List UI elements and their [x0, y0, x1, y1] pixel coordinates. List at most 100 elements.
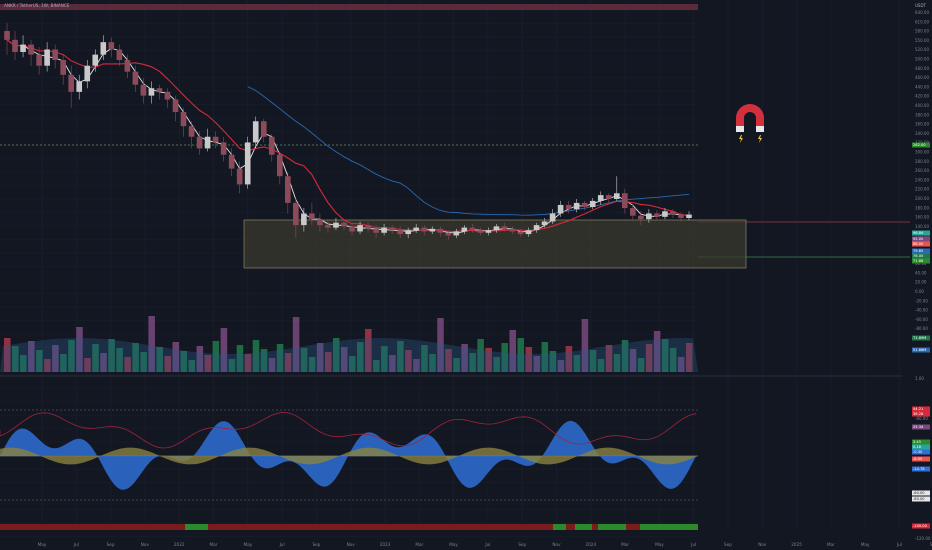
candle-body — [325, 225, 331, 228]
candle-body — [662, 211, 668, 217]
candle-body — [100, 42, 107, 55]
volume-bar — [509, 330, 516, 372]
price-axis-label: 640.00 — [915, 10, 929, 15]
candle-body — [140, 84, 147, 96]
candle-body — [413, 227, 420, 231]
price-tag-label: 71.66 — [913, 259, 924, 263]
price-axis-label: -20.00 — [915, 298, 928, 303]
osc-tag-label: -60.00 — [913, 491, 925, 495]
osc-axis-label: -120.00 — [915, 536, 931, 541]
volume-bar — [84, 358, 91, 372]
price-axis-label: 40.00 — [915, 270, 927, 275]
volume-bar — [525, 347, 533, 372]
candle-body — [670, 211, 676, 215]
volume-bar — [52, 345, 59, 372]
price-axis-label: -40.00 — [915, 308, 928, 313]
volume-bar — [172, 342, 180, 372]
candle-body — [509, 228, 516, 232]
price-tag — [912, 248, 930, 254]
price-axis-label: 480.00 — [915, 66, 929, 71]
volume-bar — [332, 338, 340, 372]
price-axis-label: 550.00 — [915, 38, 929, 43]
oscillator-panel — [0, 375, 902, 501]
time-axis-label: Jul — [279, 542, 285, 547]
time-axis-label: May — [861, 542, 870, 547]
candle-body — [252, 121, 259, 143]
candle-body — [44, 49, 50, 66]
candle-body — [517, 231, 524, 235]
price-axis-label: 140.00 — [915, 224, 929, 229]
candle-body — [309, 213, 315, 220]
chart-grid — [0, 0, 910, 537]
volume-bar — [220, 328, 228, 372]
price-axis-label: 160.00 — [915, 215, 929, 220]
volume-bar — [164, 356, 171, 372]
volume-bar — [156, 347, 163, 372]
price-axis-label: 180.00 — [915, 205, 929, 210]
price-tag — [912, 142, 930, 148]
volume-bar — [4, 338, 11, 372]
signal-strip — [0, 524, 698, 530]
candle-body — [638, 215, 644, 220]
volume-bar — [284, 353, 292, 372]
signal-strip-green — [553, 524, 566, 530]
candle-body — [285, 176, 291, 203]
volume-bar — [485, 348, 492, 372]
candle-body — [293, 202, 299, 226]
volume-bar — [501, 343, 508, 372]
candle-body — [445, 232, 452, 236]
volume-bar — [244, 354, 252, 372]
signal-strip-bg — [0, 524, 698, 530]
price-axis-label: 120.00 — [915, 233, 929, 238]
candle-body — [605, 195, 612, 199]
volume-bar — [252, 340, 260, 372]
volume-bar — [68, 340, 75, 372]
volume-tag-label: 71.89M — [913, 336, 926, 340]
volume-bar — [685, 343, 693, 372]
candle-body — [220, 142, 227, 155]
price-axis-label: 60.00 — [915, 261, 927, 266]
volume-bar — [541, 342, 549, 372]
candle-body — [365, 225, 371, 229]
osc-tag-label: 36.28 — [913, 412, 924, 416]
candle-body — [654, 213, 660, 217]
volume-bar — [581, 319, 589, 372]
osc-tag — [912, 449, 930, 455]
candle-body — [28, 44, 34, 55]
price-tag-label: 76.00 — [913, 254, 924, 258]
volume-bar — [613, 354, 621, 372]
candle-body — [148, 88, 155, 96]
volume-bar — [188, 360, 196, 372]
candle-body — [116, 49, 123, 61]
candle-body — [228, 154, 235, 169]
time-axis-label: Mar — [621, 542, 629, 547]
candle-body — [36, 54, 42, 66]
volume-bar — [573, 355, 581, 372]
time-axis-label: Sep — [107, 542, 115, 547]
price-tag — [912, 258, 930, 264]
volume-bar — [557, 360, 565, 372]
candles — [4, 22, 692, 240]
volume-bar — [300, 348, 308, 372]
candle-body — [573, 202, 580, 210]
volume-tag — [912, 335, 930, 341]
candle-body — [389, 227, 395, 231]
price-axis-label: 0.00 — [915, 289, 924, 294]
candle-body — [60, 60, 66, 75]
price-axis-label: 500.00 — [915, 57, 929, 62]
volume-bar — [357, 342, 364, 372]
price-axis-label: 260.00 — [915, 168, 929, 173]
time-axis-label: Sep — [518, 542, 526, 547]
price-axis-label: 300.00 — [915, 150, 929, 155]
candle-body — [349, 226, 355, 232]
volume-bar — [92, 344, 99, 372]
time-axis-label: Sep — [930, 542, 932, 547]
volume-bar — [36, 350, 43, 372]
volume-bar — [517, 338, 525, 372]
volume-bar — [180, 351, 188, 372]
candle-body — [333, 222, 339, 228]
volume-bar — [268, 358, 276, 372]
candle-body — [92, 54, 99, 66]
candle-body — [565, 204, 572, 210]
